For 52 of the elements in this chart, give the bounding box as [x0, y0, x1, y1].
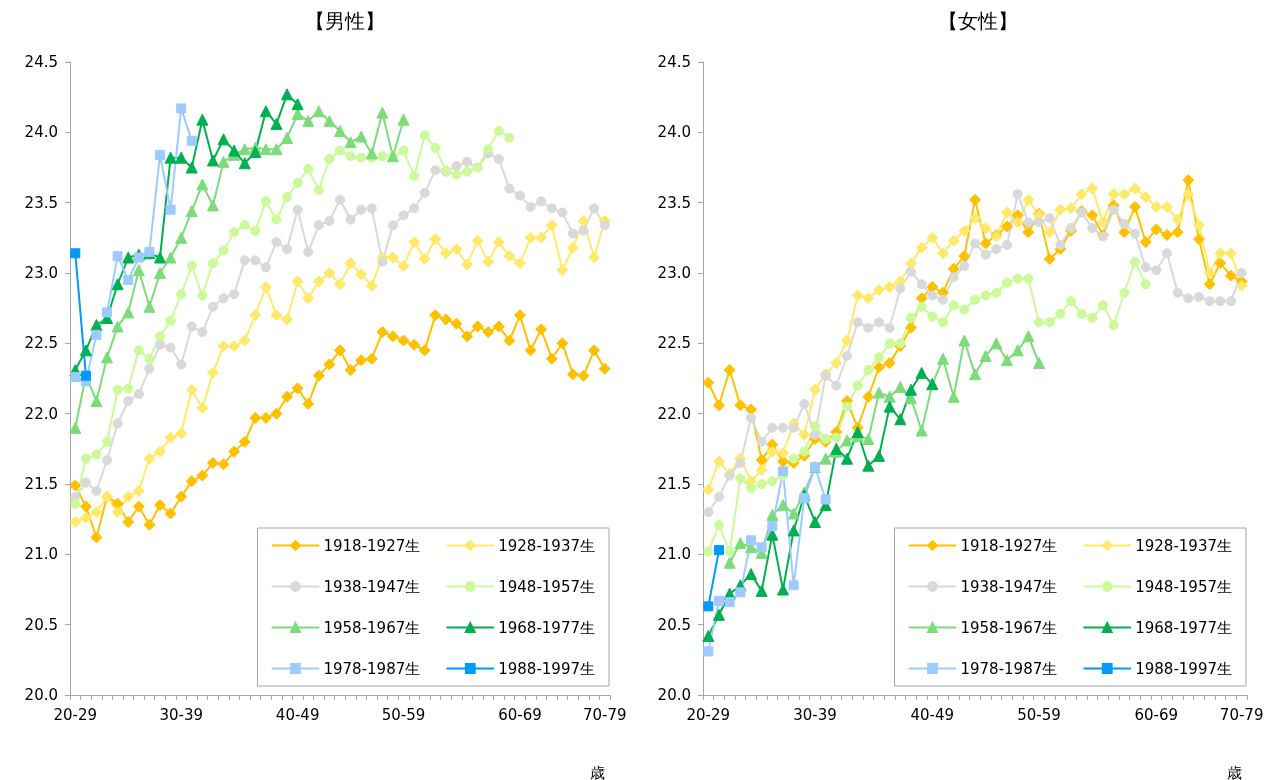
y-tick-label: 23.0: [657, 264, 691, 282]
x-tick-label: 20-29: [686, 705, 731, 724]
y-tick-label: 24.5: [24, 53, 58, 71]
legend-label: 1918-1927生: [960, 536, 1058, 555]
legend-label: 1938-1947生: [323, 577, 421, 596]
x-tick-label: 70-79: [1219, 705, 1264, 724]
y-tick-label: 21.5: [657, 475, 691, 493]
legend-label: 1978-1987生: [960, 659, 1058, 678]
legend-label: 1978-1987生: [323, 659, 421, 678]
legend-label: 1948-1957生: [498, 577, 596, 596]
legend-label: 1918-1927生: [323, 536, 421, 555]
x-tick-label: 30-39: [159, 705, 203, 724]
legend-label: 1988-1997生: [498, 659, 596, 678]
legend-label: 1928-1937生: [1135, 536, 1233, 555]
y-tick-label: 21.5: [24, 475, 58, 493]
y-tick-label: 22.0: [657, 404, 691, 423]
chart-title: 【男性】: [305, 9, 385, 33]
y-tick-label: 24.0: [657, 123, 691, 142]
y-tick-label: 22.0: [24, 404, 58, 423]
y-tick-label: 24.0: [24, 123, 58, 142]
y-tick-label: 21.0: [24, 545, 58, 564]
legend-label: 1958-1967生: [960, 618, 1058, 637]
y-tick-label: 20.0: [657, 686, 691, 704]
y-tick-label: 20.5: [24, 615, 58, 634]
x-tick-label: 40-49: [910, 705, 955, 724]
x-axis-title: 歳: [1227, 763, 1242, 780]
x-tick-label: 30-39: [793, 705, 837, 724]
y-tick-label: 20.0: [24, 686, 58, 704]
y-tick-label: 23.0: [24, 264, 58, 282]
x-tick-label: 20-29: [53, 705, 98, 724]
x-tick-label: 60-69: [1134, 705, 1179, 724]
y-tick-label: 23.5: [24, 193, 58, 212]
x-tick-label: 60-69: [498, 705, 542, 724]
x-tick-label: 70-79: [582, 705, 627, 724]
y-tick-label: 22.5: [24, 334, 58, 353]
x-tick-label: 50-59: [381, 705, 426, 724]
legend-label: 1988-1997生: [1135, 659, 1233, 678]
legend-label: 1968-1977生: [1135, 618, 1233, 637]
legend-label: 1948-1957生: [1135, 577, 1233, 596]
y-tick-label: 23.5: [657, 193, 691, 212]
x-axis-title: 歳: [590, 763, 605, 780]
legend-label: 1958-1967生: [323, 618, 421, 637]
y-tick-label: 20.5: [657, 615, 691, 634]
y-tick-label: 21.0: [657, 545, 691, 564]
legend-label: 1968-1977生: [498, 618, 596, 637]
legend-label: 1938-1947生: [960, 577, 1058, 596]
x-tick-label: 50-59: [1017, 705, 1061, 724]
legend-label: 1928-1937生: [498, 536, 596, 555]
y-tick-label: 24.5: [657, 53, 691, 71]
y-tick-label: 22.5: [657, 334, 691, 353]
chart-title: 【女性】: [938, 9, 1018, 33]
x-tick-label: 40-49: [275, 705, 320, 724]
